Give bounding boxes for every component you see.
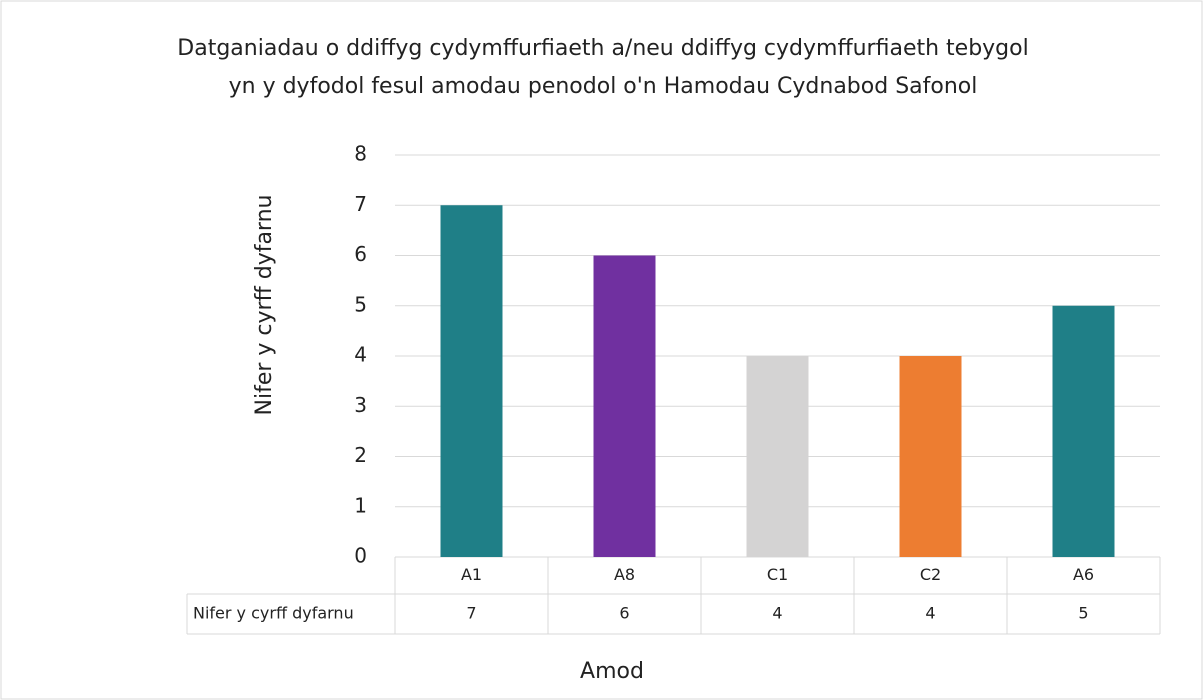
y-tick-label: 8 <box>354 142 367 166</box>
y-tick-label: 4 <box>354 343 367 367</box>
y-tick-label: 6 <box>354 242 367 266</box>
bar <box>440 205 503 557</box>
table-value: 4 <box>925 604 935 623</box>
table-value: 6 <box>619 604 629 623</box>
table-value: 5 <box>1078 604 1088 623</box>
y-tick-label: 2 <box>354 443 367 467</box>
x-tick-label: C1 <box>767 565 788 584</box>
x-tick-label: C2 <box>920 565 941 584</box>
table-series-name: Nifer y cyrff dyfarnu <box>193 604 354 623</box>
table-value: 7 <box>466 604 476 623</box>
bar <box>746 356 809 557</box>
x-tick-label: A8 <box>614 565 635 584</box>
table-value: 4 <box>772 604 782 623</box>
y-axis-label: Nifer y cyrff dyfarnu <box>252 195 277 416</box>
y-tick-label: 5 <box>354 292 367 316</box>
x-axis-label: Amod <box>580 659 644 684</box>
bar <box>593 255 656 557</box>
x-tick-label: A6 <box>1073 565 1094 584</box>
y-tick-label: 3 <box>354 393 367 417</box>
y-tick-label: 0 <box>354 544 367 568</box>
x-tick-label: A1 <box>461 565 482 584</box>
y-tick-label: 7 <box>354 192 367 216</box>
bar <box>899 356 962 557</box>
y-tick-label: 1 <box>354 493 367 517</box>
chart-title: Datganiadau o ddiffyg cydymffurfiaeth a/… <box>177 36 1029 99</box>
bar <box>1052 305 1115 557</box>
